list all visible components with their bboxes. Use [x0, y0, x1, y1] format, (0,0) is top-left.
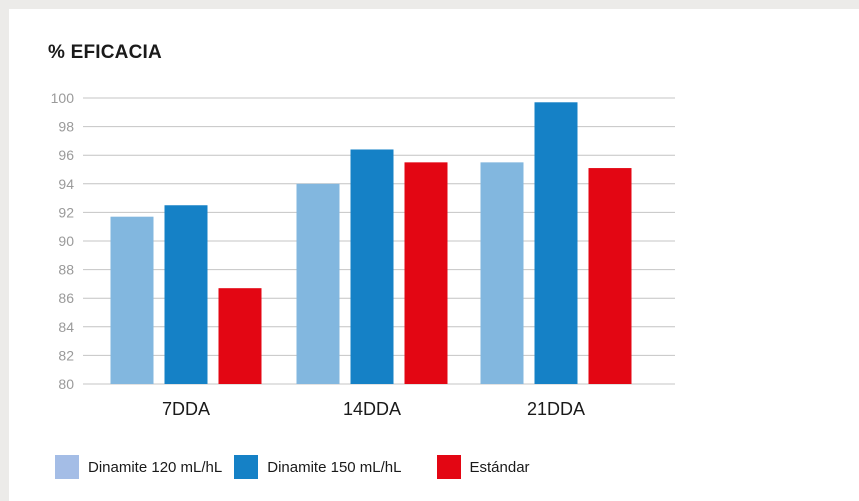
x-category-label: 7DDA: [162, 399, 210, 419]
chart-title: % EFICACIA: [48, 42, 162, 63]
y-tick-label: 98: [58, 119, 74, 135]
bar-21dda-series-1: [480, 162, 524, 384]
y-tick-label: 90: [58, 233, 74, 249]
legend-item: Dinamite 150 mL/hL: [234, 455, 402, 479]
bar-14dda-series-1: [296, 183, 340, 384]
bar-14dda-series-3: [404, 162, 448, 384]
x-axis-category-labels: 7DDA 14DDA 21DDA: [162, 399, 585, 419]
legend-swatch: [55, 455, 79, 479]
y-tick-label: 92: [58, 204, 74, 220]
y-tick-label: 94: [58, 176, 74, 192]
y-tick-label: 96: [58, 147, 74, 163]
bar-21dda-series-3: [588, 168, 632, 384]
y-axis-tick-labels: 80 82 84 86 88 90 92 94 96 98 100: [51, 90, 75, 392]
chart-legend: Dinamite 120 mL/hL Dinamite 150 mL/hL Está…: [55, 455, 542, 479]
y-tick-label: 88: [58, 262, 74, 278]
y-tick-label: 86: [58, 290, 74, 306]
legend-item: Estándar: [436, 455, 530, 479]
bar-7dda-series-3: [218, 288, 262, 384]
bar-21dda-series-2: [534, 102, 578, 384]
x-category-label: 21DDA: [527, 399, 585, 419]
legend-swatch: [234, 455, 259, 479]
y-tick-label: 80: [58, 376, 74, 392]
legend-label: Estándar: [469, 458, 530, 476]
y-tick-label: 82: [58, 347, 74, 363]
legend-label: Dinamite 150 mL/hL: [267, 458, 402, 476]
bar-7dda-series-1: [110, 216, 154, 384]
x-category-label: 14DDA: [343, 399, 401, 419]
y-tick-label: 100: [51, 90, 75, 106]
bar-7dda-series-2: [164, 205, 208, 384]
y-tick-label: 84: [58, 319, 74, 335]
chart-bars: [110, 102, 632, 384]
legend-swatch: [436, 455, 461, 479]
legend-item: Dinamite 120 mL/hL: [55, 455, 222, 479]
bar-14dda-series-2: [350, 149, 394, 384]
legend-label: Dinamite 120 mL/hL: [88, 458, 223, 476]
